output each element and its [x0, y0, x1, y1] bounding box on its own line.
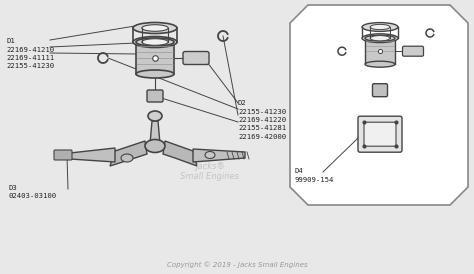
Ellipse shape — [133, 36, 177, 47]
Polygon shape — [193, 149, 245, 162]
Ellipse shape — [370, 36, 390, 41]
Ellipse shape — [370, 24, 390, 30]
Ellipse shape — [205, 152, 215, 158]
Text: D3
02403-03100: D3 02403-03100 — [8, 185, 56, 199]
Text: D4
99909-154: D4 99909-154 — [295, 168, 334, 182]
Polygon shape — [290, 5, 468, 205]
Polygon shape — [150, 121, 160, 144]
Ellipse shape — [121, 154, 133, 162]
Polygon shape — [110, 141, 147, 166]
Ellipse shape — [136, 38, 174, 46]
Text: D2
22155-41230
22169-41220
22155-41281
22169-42000: D2 22155-41230 22169-41220 22155-41281 2… — [238, 100, 286, 140]
Ellipse shape — [142, 25, 168, 31]
FancyBboxPatch shape — [364, 122, 396, 146]
Ellipse shape — [365, 35, 395, 41]
Ellipse shape — [365, 61, 395, 67]
Text: Jacks®
Small Engines: Jacks® Small Engines — [181, 162, 239, 181]
Text: Copyright © 2019 - Jacks Small Engines: Copyright © 2019 - Jacks Small Engines — [167, 261, 307, 268]
FancyBboxPatch shape — [373, 84, 388, 97]
Ellipse shape — [362, 22, 398, 32]
Ellipse shape — [136, 70, 174, 78]
FancyBboxPatch shape — [54, 150, 72, 160]
Polygon shape — [70, 148, 115, 162]
Text: D1
22169-41210
22169-41111
22155-41230: D1 22169-41210 22169-41111 22155-41230 — [6, 38, 54, 70]
Polygon shape — [136, 42, 174, 74]
Polygon shape — [163, 141, 197, 166]
Ellipse shape — [362, 34, 398, 42]
Ellipse shape — [145, 139, 165, 153]
Polygon shape — [365, 38, 395, 64]
FancyBboxPatch shape — [358, 116, 402, 152]
FancyBboxPatch shape — [183, 52, 209, 64]
Ellipse shape — [142, 39, 168, 45]
Ellipse shape — [148, 111, 162, 121]
Ellipse shape — [133, 22, 177, 33]
FancyBboxPatch shape — [402, 46, 423, 56]
FancyBboxPatch shape — [147, 90, 163, 102]
